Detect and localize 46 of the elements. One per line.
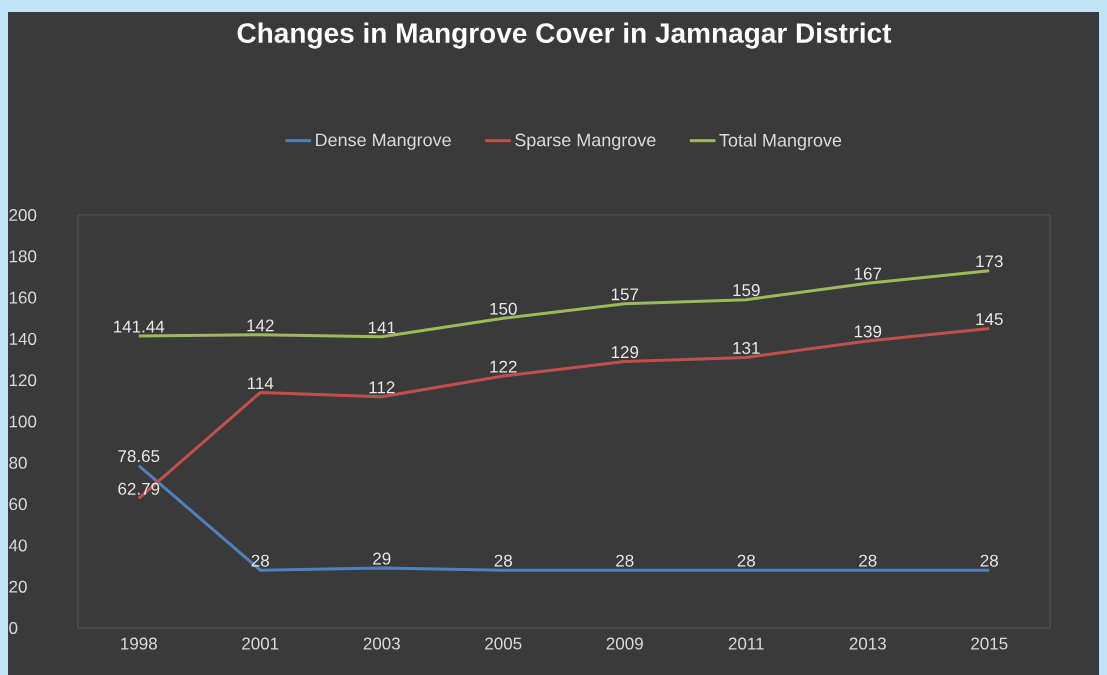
data-label: 145 <box>976 313 1003 326</box>
data-label: 122 <box>490 360 517 373</box>
x-tick-label: 2005 <box>485 637 522 650</box>
y-tick-label: 140 <box>9 332 37 345</box>
chart-title: Changes in Mangrove Cover in Jamnagar District <box>237 22 892 49</box>
data-label: 28 <box>251 554 269 567</box>
y-tick-label: 200 <box>9 208 37 222</box>
data-label: 173 <box>976 255 1003 268</box>
x-tick-label: 2009 <box>606 637 643 650</box>
y-tick-label: 160 <box>9 291 37 304</box>
y-tick-label: 180 <box>9 250 37 263</box>
data-label: 139 <box>854 325 882 338</box>
data-label: 129 <box>611 346 639 359</box>
data-label: 131 <box>733 341 760 354</box>
data-label: 28 <box>494 554 512 567</box>
data-label: 28 <box>980 554 998 567</box>
x-tick-label: 2003 <box>363 637 400 650</box>
data-label: 112 <box>369 381 395 394</box>
y-tick-label: 100 <box>9 415 37 428</box>
data-label: 28 <box>616 554 634 567</box>
data-label: 29 <box>373 552 391 565</box>
y-tick-label: 120 <box>9 374 37 387</box>
y-tick-label: 0 <box>9 621 18 635</box>
x-tick-label: 1998 <box>121 637 157 650</box>
data-label: 28 <box>737 554 755 567</box>
data-label: 142 <box>247 319 274 332</box>
data-label: 150 <box>490 302 517 315</box>
data-label: 141.44 <box>114 320 165 333</box>
data-label: 159 <box>733 284 760 297</box>
y-tick-label: 60 <box>9 498 27 511</box>
data-label: 78.65 <box>118 450 160 463</box>
data-label: 141 <box>368 321 396 334</box>
data-label: 114 <box>248 377 274 390</box>
y-tick-label: 20 <box>9 580 27 593</box>
y-tick-label: 40 <box>8 539 27 552</box>
x-tick-label: 2013 <box>849 637 886 650</box>
legend-label: Total Mangrove <box>719 133 842 151</box>
x-tick-label: 2011 <box>728 637 764 650</box>
y-tick-label: 80 <box>9 456 27 469</box>
data-label: 28 <box>859 554 877 567</box>
x-tick-label: 2001 <box>242 637 279 650</box>
legend-label: Dense Mangrove <box>316 133 451 150</box>
data-label: 167 <box>854 267 882 280</box>
legend-label: Sparse Mangrove <box>515 133 656 150</box>
x-tick-label: 2015 <box>971 637 1008 650</box>
data-label: 157 <box>611 288 639 301</box>
